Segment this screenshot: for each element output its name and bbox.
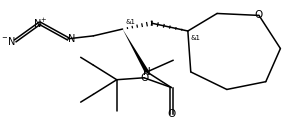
Text: O: O [167, 109, 176, 119]
Text: O: O [255, 10, 263, 20]
Polygon shape [123, 29, 149, 73]
Text: O: O [140, 73, 148, 83]
Text: &1: &1 [126, 19, 136, 25]
Text: N: N [143, 67, 151, 77]
Text: &1: &1 [191, 35, 201, 41]
Text: N: N [68, 34, 75, 44]
Text: $^{-}$N: $^{-}$N [1, 35, 15, 47]
Text: N$^{+}$: N$^{+}$ [33, 17, 47, 30]
